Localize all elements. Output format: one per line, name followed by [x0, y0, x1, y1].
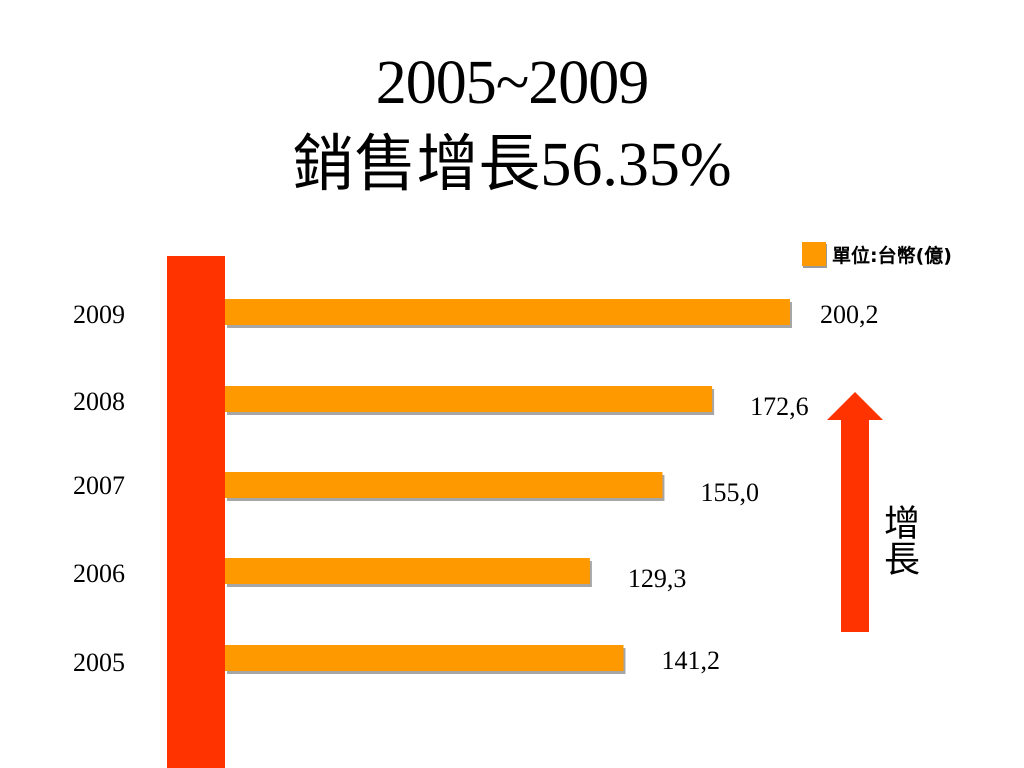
bar-2007 [225, 472, 663, 498]
value-label-2005: 141,2 [661, 646, 720, 675]
bar-2009 [225, 299, 790, 325]
title-line-1: 2005~2009 [375, 49, 650, 117]
bars-group: 2009 200,2 2008 172,6 2007 155,0 2006 129,3 2005… [73, 299, 879, 677]
value-label-2009: 200,2 [820, 300, 879, 329]
chart-legend: 單位:台幣(億) [802, 240, 952, 268]
legend-swatch [802, 242, 826, 266]
bar-2006 [225, 558, 590, 584]
growth-label: 增長 [878, 504, 919, 576]
year-label-2006: 2006 [73, 559, 125, 588]
axis-bar [167, 256, 225, 768]
year-label-2007: 2007 [73, 471, 125, 500]
value-label-2006: 129,3 [628, 564, 687, 593]
value-label-2008: 172,6 [750, 392, 809, 421]
year-label-2009: 2009 [73, 300, 125, 329]
year-label-2008: 2008 [73, 387, 125, 416]
value-label-2007: 155,0 [700, 478, 759, 507]
bar-2008 [225, 386, 713, 412]
bar-2005 [225, 645, 624, 671]
title-line-2: 銷售增長56.35% [292, 131, 732, 199]
legend-label: 單位:台幣(億) [832, 244, 952, 267]
growth-arrow-icon [827, 392, 883, 632]
year-label-2005: 2005 [73, 648, 125, 677]
